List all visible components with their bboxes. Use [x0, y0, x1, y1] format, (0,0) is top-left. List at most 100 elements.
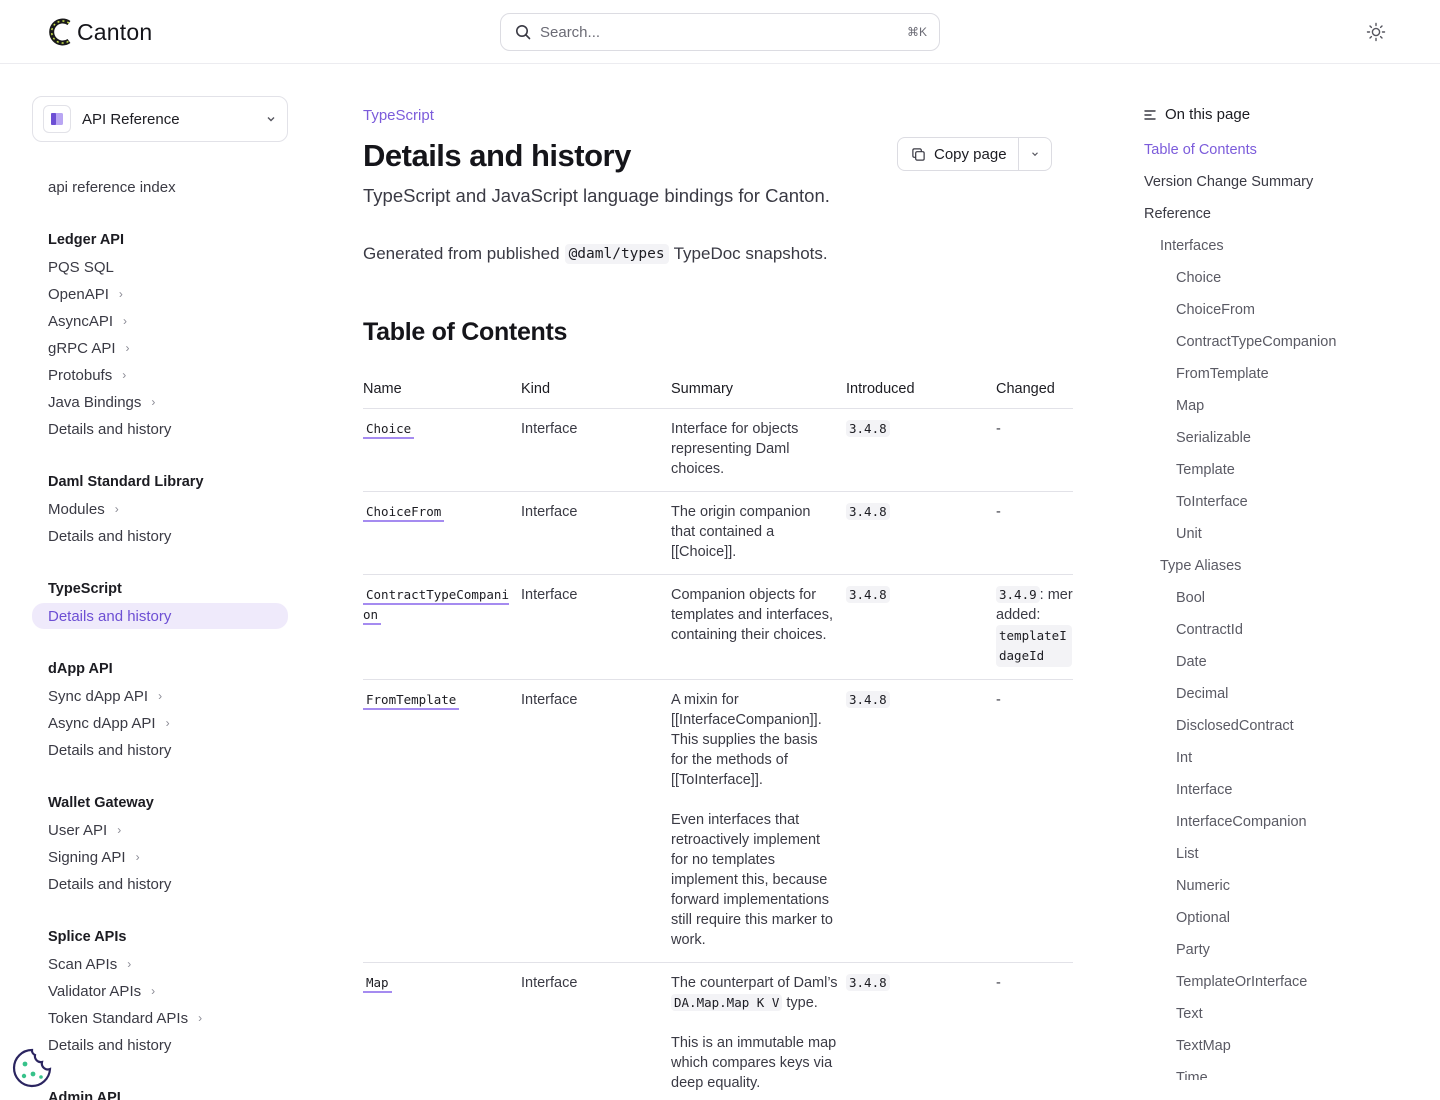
api-reference-selector[interactable]: API Reference: [32, 96, 288, 142]
sidebar-item-java-bindings[interactable]: Java Bindings ›: [32, 389, 288, 415]
chevron-right-icon[interactable]: ›: [122, 368, 127, 382]
chevron-right-icon[interactable]: ›: [118, 287, 123, 301]
type-link[interactable]: ChoiceFrom: [363, 502, 445, 522]
summary-code: DA.Map.Map K V: [671, 993, 783, 1011]
toc-link[interactable]: Type Aliases: [1160, 558, 1242, 574]
search-icon: [516, 25, 531, 40]
sidebar-item-details-and-history[interactable]: Details and history: [32, 1032, 288, 1058]
toc-link[interactable]: Choice: [1176, 270, 1222, 286]
top-bar: Canton Search... ⌘K: [0, 0, 1440, 64]
sidebar-item-modules[interactable]: Modules ›: [32, 496, 288, 522]
type-link[interactable]: FromTemplate: [363, 690, 460, 710]
chevron-right-icon[interactable]: ›: [127, 957, 132, 971]
toc-link[interactable]: Decimal: [1176, 686, 1229, 702]
sidebar-item-sync-dapp-api[interactable]: Sync dApp API ›: [32, 683, 288, 709]
cookie-icon[interactable]: [11, 1047, 53, 1089]
copy-page-button[interactable]: Copy page: [898, 138, 1019, 170]
sidebar-item-openapi[interactable]: OpenAPI ›: [32, 281, 288, 307]
sidebar-item-label: Protobufs: [48, 366, 113, 384]
version-chip: 3.4.8: [846, 690, 890, 708]
sidebar-item-asyncapi[interactable]: AsyncAPI ›: [32, 308, 288, 334]
toc-link[interactable]: ToInterface: [1176, 494, 1248, 510]
sidebar-item-protobufs[interactable]: Protobufs ›: [32, 362, 288, 388]
toc-link[interactable]: Int: [1176, 750, 1193, 766]
toc-link[interactable]: TemplateOrInterface: [1176, 974, 1308, 990]
toc-link[interactable]: Reference: [1144, 206, 1211, 222]
chevron-right-icon[interactable]: ›: [125, 341, 130, 355]
version-chip: 3.4.8: [846, 419, 890, 437]
toc-link[interactable]: Numeric: [1176, 878, 1230, 894]
chevron-right-icon[interactable]: ›: [165, 716, 170, 730]
canton-logo[interactable]: Canton: [47, 17, 152, 47]
toc-link[interactable]: Date: [1176, 654, 1207, 670]
toc-link[interactable]: ContractTypeCompanion: [1176, 334, 1337, 350]
toc-link[interactable]: Time: [1176, 1070, 1208, 1080]
toc-link[interactable]: Map: [1176, 398, 1205, 414]
toc-link[interactable]: Template: [1176, 462, 1235, 478]
chevron-right-icon[interactable]: ›: [117, 823, 122, 837]
toc-link[interactable]: Interface: [1176, 782, 1233, 798]
toc-link[interactable]: Party: [1176, 942, 1210, 958]
summary-cell: A mixin for [[InterfaceCompanion]]. This…: [671, 679, 846, 963]
toc-link[interactable]: ChoiceFrom: [1176, 302, 1255, 318]
sidebar-item-token-standard-apis[interactable]: Token Standard APIs ›: [32, 1005, 288, 1031]
toc-link[interactable]: TextMap: [1176, 1038, 1231, 1054]
table-row: ContractTypeCompanion Interface Companio…: [363, 574, 1073, 680]
sidebar-item-details-and-history[interactable]: Details and history: [32, 737, 288, 763]
toc-link[interactable]: Bool: [1176, 590, 1206, 606]
summary-cell: Companion objects for templates and inte…: [671, 574, 846, 680]
chevron-right-icon[interactable]: ›: [135, 850, 140, 864]
sidebar-heading-daml-standard-library: Daml Standard Library: [48, 474, 204, 490]
summary-paragraph: Even interfaces that retroactively imple…: [671, 811, 833, 948]
toc-link[interactable]: Text: [1176, 1006, 1203, 1022]
sidebar-item-user-api[interactable]: User API ›: [32, 817, 288, 843]
toc-link[interactable]: Serializable: [1176, 430, 1251, 446]
breadcrumb[interactable]: TypeScript: [363, 107, 434, 124]
copy-icon: [912, 147, 925, 161]
chevron-right-icon[interactable]: ›: [198, 1011, 203, 1025]
sidebar-item-scan-apis[interactable]: Scan APIs ›: [32, 951, 288, 977]
sidebar-item-signing-api[interactable]: Signing API ›: [32, 844, 288, 870]
chevron-right-icon[interactable]: ›: [151, 395, 156, 409]
type-link[interactable]: Choice: [363, 419, 415, 439]
copy-options-button[interactable]: [1019, 149, 1051, 159]
toc-link[interactable]: List: [1176, 846, 1199, 862]
sidebar-item-details-and-history[interactable]: Details and history: [32, 523, 288, 549]
sun-icon[interactable]: [1366, 22, 1386, 42]
chevron-right-icon[interactable]: ›: [114, 502, 119, 516]
toc-link[interactable]: InterfaceCompanion: [1176, 814, 1307, 830]
sidebar-item-details-and-history[interactable]: Details and history: [32, 603, 288, 629]
toc-link[interactable]: DisclosedContract: [1176, 718, 1294, 734]
summary-cell: The counterpart of Daml’s DA.Map.Map K V…: [671, 962, 846, 1100]
type-link[interactable]: ContractTypeCompanion: [363, 585, 509, 625]
search-box[interactable]: Search... ⌘K: [500, 13, 940, 51]
toc-link[interactable]: Unit: [1176, 526, 1202, 542]
sidebar-item-label: Details and history: [48, 607, 172, 625]
toc-link[interactable]: ContractId: [1176, 622, 1243, 638]
sidebar-item-pqs-sql[interactable]: PQS SQL: [32, 254, 288, 280]
sidebar-item-details-and-history[interactable]: Details and history: [32, 871, 288, 897]
sidebar-item-api-reference-index[interactable]: api reference index: [48, 178, 176, 196]
sidebar-item-async-dapp-api[interactable]: Async dApp API ›: [32, 710, 288, 736]
sidebar-item-validator-apis[interactable]: Validator APIs ›: [32, 978, 288, 1004]
toc-link[interactable]: FromTemplate: [1176, 366, 1269, 382]
chevron-right-icon[interactable]: ›: [158, 689, 163, 703]
toc-link[interactable]: Version Change Summary: [1144, 174, 1314, 190]
chevron-right-icon[interactable]: ›: [123, 314, 128, 328]
chevron-right-icon[interactable]: ›: [151, 984, 156, 998]
sidebar-heading-ledger-api: Ledger API: [48, 232, 125, 248]
type-link[interactable]: Map: [363, 973, 392, 993]
table-header-row: Name Kind Summary Introduced Changed: [363, 378, 1073, 409]
search-shortcut: ⌘K: [906, 25, 927, 39]
sidebar-item-label: Details and history: [48, 741, 172, 759]
toc-link[interactable]: Interfaces: [1160, 238, 1224, 254]
generated-prefix: Generated from published: [363, 244, 560, 263]
column-header: Kind: [521, 378, 671, 409]
toc-link[interactable]: Table of Contents: [1144, 142, 1257, 158]
sidebar-item-details-and-history[interactable]: Details and history: [32, 416, 288, 442]
sidebar-item-label: Details and history: [48, 875, 172, 893]
sidebar-item-grpc-api[interactable]: gRPC API ›: [32, 335, 288, 361]
toc-link[interactable]: Optional: [1176, 910, 1231, 926]
sidebar-item-label: gRPC API: [48, 339, 116, 357]
changed-cell: -: [996, 408, 1073, 492]
